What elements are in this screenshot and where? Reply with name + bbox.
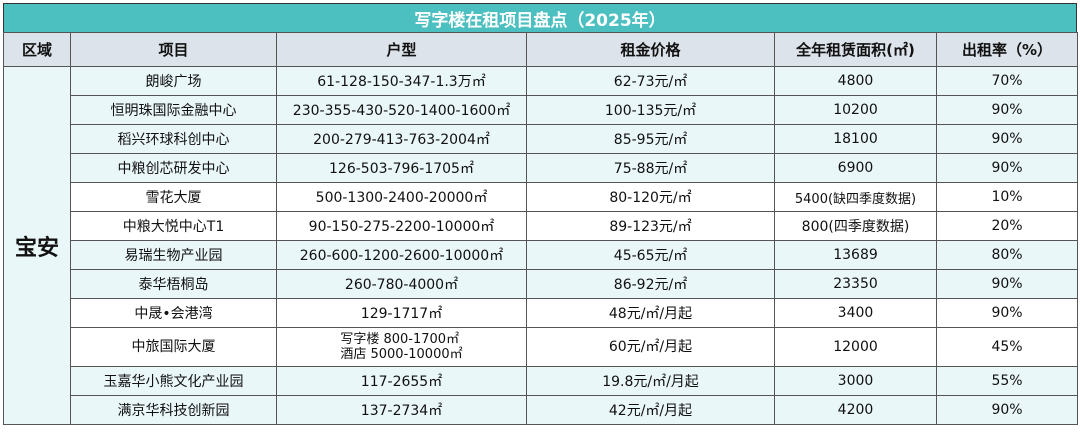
project-cell: 易瑞生物产业园	[70, 240, 277, 270]
rent-cell: 60元/㎡/月起	[526, 327, 775, 367]
table-title: 写字楼在租项目盘点（2025年）	[3, 3, 1077, 32]
table-row: 中粮大悦中心T1 90-150-275-2200-10000㎡ 89-123元/…	[4, 211, 1078, 241]
table-row: 玉嘉华小熊文化产业园 117-2655㎡ 19.8元/㎡/月起 3000 55%	[4, 366, 1078, 396]
rate-cell: 70%	[936, 66, 1078, 96]
table-row: 中旅国际大厦 写字楼 800-1700㎡ 酒店 5000-10000㎡ 60元/…	[4, 327, 1078, 367]
unit-cell: 写字楼 800-1700㎡ 酒店 5000-10000㎡	[276, 327, 527, 367]
table-row: 恒明珠国际金融中心 230-355-430-520-1400-1600㎡ 100…	[4, 95, 1078, 125]
area-cell: 800(四季度数据)	[774, 211, 937, 241]
rate-cell: 90%	[936, 124, 1078, 154]
project-cell: 中晟•会港湾	[70, 298, 277, 328]
header-rate: 出租率（%）	[936, 32, 1078, 67]
header-region: 区域	[3, 32, 71, 67]
rate-cell: 90%	[936, 95, 1078, 125]
table-row: 宝安 朗峻广场 61-128-150-347-1.3万㎡ 62-73元/㎡ 48…	[3, 66, 1078, 425]
rent-cell: 42元/㎡/月起	[526, 395, 775, 425]
area-cell: 12000	[774, 327, 937, 367]
unit-cell: 137-2734㎡	[276, 395, 527, 425]
area-cell: 5400(缺四季度数据)	[774, 182, 937, 212]
area-cell: 23350	[774, 269, 937, 299]
rate-cell: 80%	[936, 240, 1078, 270]
table-row: 雪花大厦 500-1300-2400-20000㎡ 80-120元/㎡ 5400…	[4, 182, 1078, 212]
unit-cell: 117-2655㎡	[276, 366, 527, 396]
project-cell: 恒明珠国际金融中心	[70, 95, 277, 125]
rate-cell: 90%	[936, 153, 1078, 183]
rent-cell: 85-95元/㎡	[526, 124, 775, 154]
unit-line-hotel: 酒店 5000-10000㎡	[340, 347, 463, 362]
unit-cell: 200-279-413-763-2004㎡	[276, 124, 527, 154]
rent-cell: 80-120元/㎡	[526, 182, 775, 212]
rate-cell: 45%	[936, 327, 1078, 367]
unit-cell: 126-503-796-1705㎡	[276, 153, 527, 183]
project-cell: 稻兴环球科创中心	[70, 124, 277, 154]
table-row: 泰华梧桐岛 260-780-4000㎡ 86-92元/㎡ 23350 90%	[4, 269, 1078, 299]
unit-cell: 230-355-430-520-1400-1600㎡	[276, 95, 527, 125]
project-cell: 朗峻广场	[70, 66, 277, 96]
header-project: 项目	[70, 32, 277, 67]
rent-cell: 75-88元/㎡	[526, 153, 775, 183]
table-row: 中粮创芯研发中心 126-503-796-1705㎡ 75-88元/㎡ 6900…	[4, 153, 1078, 183]
area-cell: 18100	[774, 124, 937, 154]
region-cell: 宝安	[3, 66, 71, 425]
project-cell: 泰华梧桐岛	[70, 269, 277, 299]
rate-cell: 90%	[936, 395, 1078, 425]
rate-cell: 90%	[936, 269, 1078, 299]
table-row: 稻兴环球科创中心 200-279-413-763-2004㎡ 85-95元/㎡ …	[4, 124, 1078, 154]
unit-line-office: 写字楼 800-1700㎡	[340, 332, 460, 347]
area-cell: 6900	[774, 153, 937, 183]
rate-cell: 10%	[936, 182, 1078, 212]
rent-cell: 89-123元/㎡	[526, 211, 775, 241]
rate-cell: 20%	[936, 211, 1078, 241]
header-rent: 租金价格	[526, 32, 775, 67]
rent-cell: 100-135元/㎡	[526, 95, 775, 125]
project-cell: 中粮创芯研发中心	[70, 153, 277, 183]
unit-cell: 90-150-275-2200-10000㎡	[276, 211, 527, 241]
rent-cell: 19.8元/㎡/月起	[526, 366, 775, 396]
area-cell: 13689	[774, 240, 937, 270]
rent-cell: 45-65元/㎡	[526, 240, 775, 270]
area-cell: 3000	[774, 366, 937, 396]
project-cell: 中粮大悦中心T1	[70, 211, 277, 241]
table-row: 易瑞生物产业园 260-600-1200-2600-10000㎡ 45-65元/…	[4, 240, 1078, 270]
rent-cell: 62-73元/㎡	[526, 66, 775, 96]
rate-cell: 90%	[936, 298, 1078, 328]
header-area: 全年租赁面积(㎡)	[774, 32, 937, 67]
unit-cell: 61-128-150-347-1.3万㎡	[276, 66, 527, 96]
area-cell: 10200	[774, 95, 937, 125]
unit-cell: 129-1717㎡	[276, 298, 527, 328]
rental-table: 区域 项目 户型 租金价格 全年租赁面积(㎡) 出租率（%） 宝安 朗峻广场 6…	[3, 32, 1078, 425]
area-cell: 4800	[774, 66, 937, 96]
unit-cell: 260-780-4000㎡	[276, 269, 527, 299]
area-cell: 4200	[774, 395, 937, 425]
header-unit: 户型	[276, 32, 527, 67]
area-cell: 3400	[774, 298, 937, 328]
header-row: 区域 项目 户型 租金价格 全年租赁面积(㎡) 出租率（%）	[3, 32, 1078, 67]
rent-cell: 48元/㎡/月起	[526, 298, 775, 328]
unit-cell: 500-1300-2400-20000㎡	[276, 182, 527, 212]
table-row: 满京华科技创新园 137-2734㎡ 42元/㎡/月起 4200 90%	[4, 395, 1078, 425]
rent-cell: 86-92元/㎡	[526, 269, 775, 299]
project-cell: 中旅国际大厦	[70, 327, 277, 367]
project-cell: 玉嘉华小熊文化产业园	[70, 366, 277, 396]
project-cell: 满京华科技创新园	[70, 395, 277, 425]
unit-cell: 260-600-1200-2600-10000㎡	[276, 240, 527, 270]
rate-cell: 55%	[936, 366, 1078, 396]
table-container: 写字楼在租项目盘点（2025年） 区域 项目 户型 租金价格 全年租赁面积(㎡)…	[3, 3, 1078, 425]
project-cell: 雪花大厦	[70, 182, 277, 212]
table-row: 中晟•会港湾 129-1717㎡ 48元/㎡/月起 3400 90%	[4, 298, 1078, 328]
